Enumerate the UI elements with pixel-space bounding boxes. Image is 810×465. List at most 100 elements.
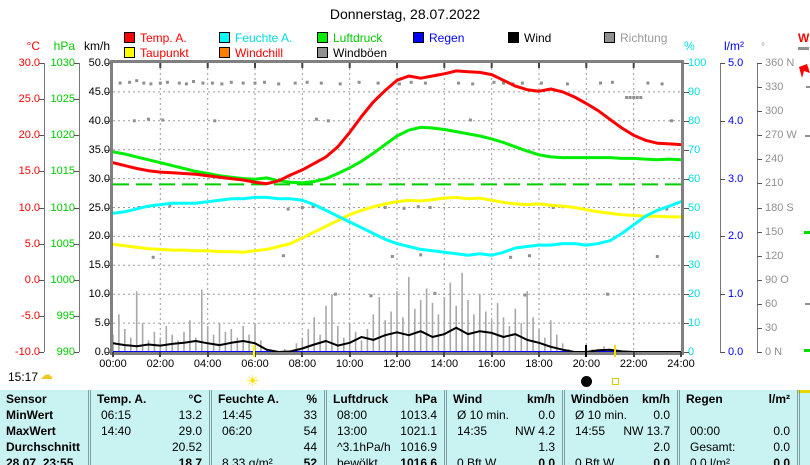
table-cell-label: Ø 10 min. bbox=[457, 408, 510, 422]
axis-tick-label: 990 bbox=[56, 346, 75, 358]
axis-tick bbox=[105, 352, 110, 353]
axis-tick bbox=[74, 352, 79, 353]
x-axis-label: 20:00 bbox=[572, 358, 601, 370]
table-col-sensor: Sensor MinWert MaxWert Durchschnitt 28.07. 2… bbox=[2, 390, 86, 465]
table-cell-value: 2.0 bbox=[653, 440, 670, 454]
axis-tick-label: 270 W bbox=[765, 129, 797, 142]
axis-tick-label: 15.0 bbox=[88, 259, 110, 272]
axis-tick-label: 90 bbox=[688, 85, 701, 98]
axis-tick-label: 330 bbox=[765, 81, 784, 94]
axis-tick bbox=[105, 323, 110, 325]
axis-tick-label: 90 O bbox=[765, 273, 789, 286]
sunrise-tick bbox=[252, 345, 255, 357]
chart-canvas bbox=[113, 63, 681, 352]
axis-tick-label: 30 bbox=[688, 259, 701, 272]
axis-tick bbox=[105, 63, 110, 64]
legend-swatch-icon bbox=[124, 47, 135, 58]
table-cell-value: 33 bbox=[303, 408, 317, 422]
axis-tick bbox=[74, 63, 79, 64]
axis-tick-label: 15.0 bbox=[18, 165, 40, 178]
axis-tick bbox=[757, 255, 762, 257]
axis-tick-label: 1000 bbox=[50, 273, 75, 286]
axis-tick-label: 300 bbox=[765, 105, 784, 118]
axis-tick bbox=[39, 279, 44, 281]
axis-tick bbox=[720, 178, 725, 180]
table-col-name: Windböen bbox=[571, 392, 629, 406]
axis-tick-label: 60 bbox=[688, 172, 701, 185]
x-axis-tick bbox=[538, 352, 540, 357]
table-cell-label: 14:40 bbox=[101, 424, 132, 438]
table-cell-label: Gesamt: bbox=[690, 440, 736, 454]
moonrise-tick bbox=[585, 345, 588, 357]
axis-tick bbox=[720, 352, 725, 353]
axis-tick-label: 30.0 bbox=[88, 172, 110, 185]
legend-label: Luftdruck bbox=[333, 31, 383, 45]
legend-label: Regen bbox=[429, 31, 465, 45]
sunset-square-icon bbox=[611, 378, 619, 385]
x-axis-label: 00:00 bbox=[99, 358, 127, 370]
legend-swatch-icon bbox=[219, 47, 230, 58]
axis-tick-label: 1025 bbox=[50, 93, 75, 106]
axis-tick-label: 1010 bbox=[50, 201, 75, 214]
axis-tick-label: 1020 bbox=[50, 129, 75, 142]
moon-icon bbox=[581, 376, 593, 387]
axis-tick-label: 20 bbox=[688, 288, 701, 301]
table-col-name: Regen bbox=[686, 392, 723, 406]
axis-tick bbox=[757, 303, 762, 305]
x-axis-tick bbox=[254, 352, 256, 357]
cut-table-marker bbox=[797, 390, 810, 393]
axis-tick bbox=[720, 236, 725, 238]
axis-tick bbox=[105, 149, 110, 151]
axis-tick bbox=[74, 279, 79, 281]
axis-tick bbox=[757, 352, 762, 353]
axis-unit-r2: ° bbox=[761, 42, 765, 53]
x-axis-label: 12:00 bbox=[383, 358, 411, 370]
axis-tick-label: -5.0 bbox=[21, 309, 40, 322]
table-col-cut bbox=[797, 390, 810, 465]
axis-tick bbox=[684, 294, 689, 296]
legend-label: Wind bbox=[524, 31, 552, 45]
axis-tick-label: 10.0 bbox=[88, 288, 110, 301]
axis-unit-1: hPa bbox=[53, 39, 75, 53]
table-col-0: Temp. A. °C 06:15 13.2 14:40 29.0 20.52 18.7 bbox=[88, 390, 206, 465]
axis-tick-label: 995 bbox=[56, 309, 75, 322]
axis-tick-label: 360 N bbox=[765, 57, 795, 69]
table-col-unit: °C bbox=[188, 392, 202, 406]
table-cell-value: 0.0 bbox=[773, 424, 790, 438]
axis-tick bbox=[74, 99, 79, 101]
axis-tick bbox=[105, 265, 110, 267]
table-cell-value: 52 bbox=[303, 456, 317, 465]
table-row-header: MaxWert bbox=[6, 424, 56, 438]
axis-tick-label: 10.0 bbox=[18, 201, 40, 214]
table-col-unit: km/h bbox=[641, 392, 670, 406]
axis-tick bbox=[74, 207, 79, 209]
axis-unit-0: °C bbox=[26, 39, 40, 53]
axis-tick-label: 30 bbox=[765, 321, 778, 334]
table-cell-label: 00:00 bbox=[690, 424, 721, 438]
table-col-4: Windböen km/h Ø 10 min. 0.0 14:55 NW 13.7 2.0 0… bbox=[562, 390, 674, 465]
x-axis-tick bbox=[443, 352, 446, 357]
table-cell-label: 0 Bft W bbox=[575, 456, 615, 465]
table-cell-value: NW 4.2 bbox=[514, 424, 555, 438]
axis-tick bbox=[74, 243, 79, 245]
table-col-2: Luftdruck hPa 08:00 1013.4 13:00 1021.1 ^3.1hP… bbox=[324, 390, 441, 465]
sunset-tick bbox=[613, 345, 616, 357]
table-cell-label: 06:20 bbox=[222, 424, 253, 438]
axis-tick-label: 5.0 bbox=[728, 57, 744, 69]
axis-tick-label: 25.0 bbox=[18, 93, 40, 106]
table-cell-value: 20.52 bbox=[171, 440, 202, 454]
legend-label: Temp. A. bbox=[140, 31, 187, 45]
table-cell-label: 13:00 bbox=[337, 424, 368, 438]
x-axis-tick bbox=[112, 352, 114, 357]
table-row-header: MinWert bbox=[6, 408, 54, 422]
axis-tick bbox=[684, 63, 689, 64]
axis-tick bbox=[684, 352, 689, 353]
legend-swatch-icon bbox=[124, 32, 135, 43]
axis-tick bbox=[39, 243, 44, 245]
edge-marker bbox=[804, 231, 810, 234]
table-col-header: Sensor bbox=[6, 392, 47, 406]
axis-tick bbox=[74, 315, 79, 317]
table-cell-label: ^3.1hPa/h bbox=[337, 440, 391, 454]
axis-tick bbox=[757, 87, 762, 89]
axis-unit-r0: % bbox=[684, 39, 695, 53]
